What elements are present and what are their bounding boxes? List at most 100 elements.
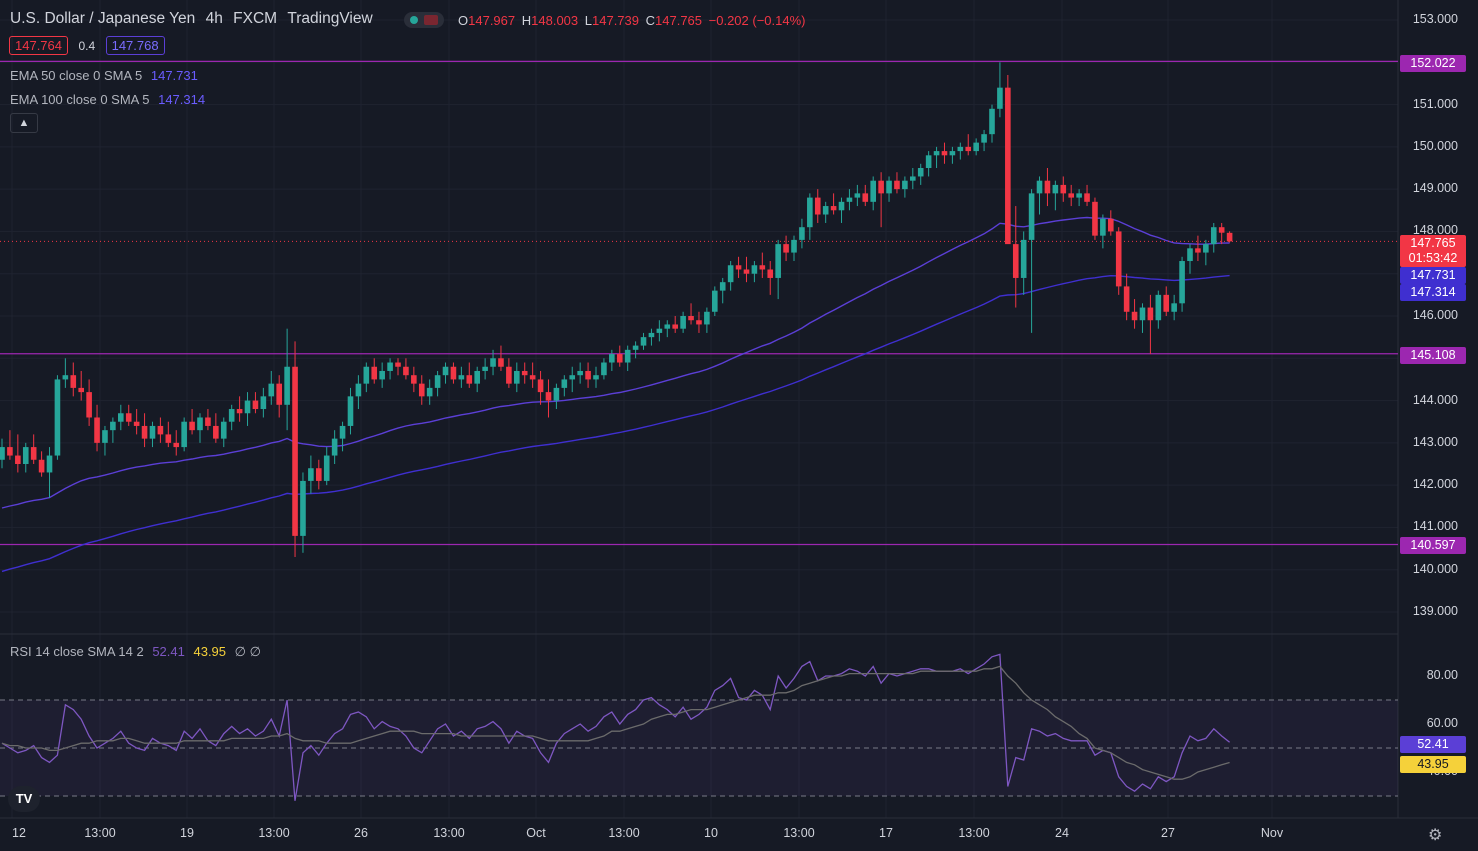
candle-body: [514, 370, 520, 384]
rsi-tick-label: 80.00: [1426, 668, 1458, 682]
candle-body: [86, 392, 92, 418]
candle-body: [609, 354, 615, 363]
candle-body: [1187, 248, 1193, 262]
candle-body: [260, 396, 267, 410]
candle-body: [561, 379, 568, 388]
candle-body: [78, 387, 84, 393]
ohlc-values: O147.967 H148.003 L147.739 C147.765 −0.2…: [458, 13, 806, 28]
candle-body: [94, 417, 100, 443]
source-label: TradingView: [287, 10, 373, 27]
time-tick-label: 12: [12, 826, 26, 840]
candle-body: [228, 409, 235, 422]
candle-body: [22, 447, 29, 464]
ema100-label: EMA 100 close 0 SMA 5: [10, 92, 150, 107]
candle-body: [506, 366, 512, 384]
tradingview-logo[interactable]: TV: [8, 786, 40, 812]
candle-body: [379, 370, 385, 380]
time-tick-label: 13:00: [783, 826, 815, 840]
buy-button[interactable]: 147.768: [105, 36, 165, 55]
ema100-value: 147.314: [158, 92, 206, 107]
exchange-label: FXCM: [233, 10, 278, 27]
sell-button[interactable]: 147.764: [9, 36, 68, 55]
symbol-name[interactable]: U.S. Dollar / Japanese Yen: [10, 10, 196, 27]
candle-body: [632, 345, 639, 350]
price-tick-label: 141.000: [1412, 519, 1458, 534]
time-tick-label: 24: [1055, 826, 1069, 840]
rsi-tag: 52.41: [1400, 736, 1466, 753]
time-tick-label: 19: [180, 826, 194, 840]
collapse-legend-button[interactable]: ▲: [10, 113, 38, 133]
candle-body: [902, 180, 908, 190]
candle-body: [1108, 218, 1114, 232]
price-tick-label: 140.000: [1412, 561, 1458, 576]
candle-body: [830, 206, 837, 211]
candle-body: [878, 180, 884, 194]
ema50-tag: 147.731: [1400, 267, 1466, 284]
ema100-tag: 147.314: [1400, 284, 1466, 301]
candle-body: [1020, 239, 1027, 278]
candle-body: [498, 358, 504, 367]
candle-body: [529, 375, 536, 380]
candle-body: [759, 265, 766, 270]
candle-body: [1226, 232, 1233, 242]
candle-body: [403, 366, 409, 376]
candle-body: [474, 370, 480, 384]
price-tick-label: 149.000: [1412, 181, 1458, 196]
price-tick-label: 153.000: [1412, 12, 1458, 26]
price-tick-label: 143.000: [1412, 434, 1458, 449]
rsi-label: RSI 14 close SMA 14 2: [10, 644, 144, 659]
candle-body: [347, 396, 354, 426]
candle-body: [308, 468, 314, 481]
candle-body: [236, 409, 243, 414]
rsi-extra: ∅ ∅: [234, 644, 261, 659]
candle-body: [838, 201, 845, 211]
change-value: −0.202 (−0.14%): [708, 13, 806, 28]
candle-body: [743, 269, 750, 274]
candle-body: [395, 362, 401, 367]
time-tick-label: 13:00: [958, 826, 990, 840]
candle-body: [371, 366, 378, 380]
candle-body: [339, 425, 346, 439]
candle-body: [434, 375, 441, 388]
ema100-legend[interactable]: EMA 100 close 0 SMA 5 147.314: [10, 92, 205, 107]
candle-body: [418, 383, 425, 397]
candle-body: [268, 383, 275, 397]
candle-body: [1100, 218, 1106, 236]
candle-body: [205, 417, 211, 426]
candle-body: [38, 459, 45, 473]
candle-body: [553, 387, 560, 401]
candle-body: [141, 425, 148, 439]
candle-body: [1060, 184, 1067, 194]
candle-body: [807, 197, 813, 228]
spread-value: 0.4: [78, 39, 96, 53]
time-tick-label: 13:00: [433, 826, 465, 840]
low-value: 147.739: [592, 13, 639, 28]
candle-body: [450, 366, 457, 380]
market-status-icon[interactable]: [404, 12, 444, 28]
candle-body: [917, 168, 924, 177]
candle-body: [799, 227, 805, 240]
candle-body: [46, 455, 53, 473]
candle-body: [490, 358, 496, 367]
candle-body: [537, 379, 544, 393]
price-tick-label: 146.000: [1412, 308, 1458, 322]
rsi-tick-label: 60.00: [1426, 716, 1458, 730]
candle-body: [735, 265, 742, 270]
candle-body: [1203, 244, 1209, 253]
price-tick-label: 150.000: [1412, 138, 1458, 153]
candle-body: [292, 366, 298, 536]
symbol-header: U.S. Dollar / Japanese Yen 4h FXCM Tradi…: [10, 10, 373, 28]
price-tick-label: 139.000: [1412, 604, 1458, 618]
candle-body: [173, 442, 180, 448]
candle-body: [482, 366, 488, 371]
rsi-legend[interactable]: RSI 14 close SMA 14 2 52.41 43.95 ∅ ∅: [10, 644, 261, 660]
candle-body: [727, 265, 734, 283]
ema50-legend[interactable]: EMA 50 close 0 SMA 5 147.731: [10, 68, 198, 83]
candle-body: [30, 447, 37, 460]
interval-label[interactable]: 4h: [205, 10, 223, 27]
candle-body: [466, 375, 473, 384]
candle-body: [252, 400, 259, 410]
settings-gear-icon[interactable]: ⚙: [1428, 827, 1443, 844]
candle-body: [181, 421, 187, 448]
